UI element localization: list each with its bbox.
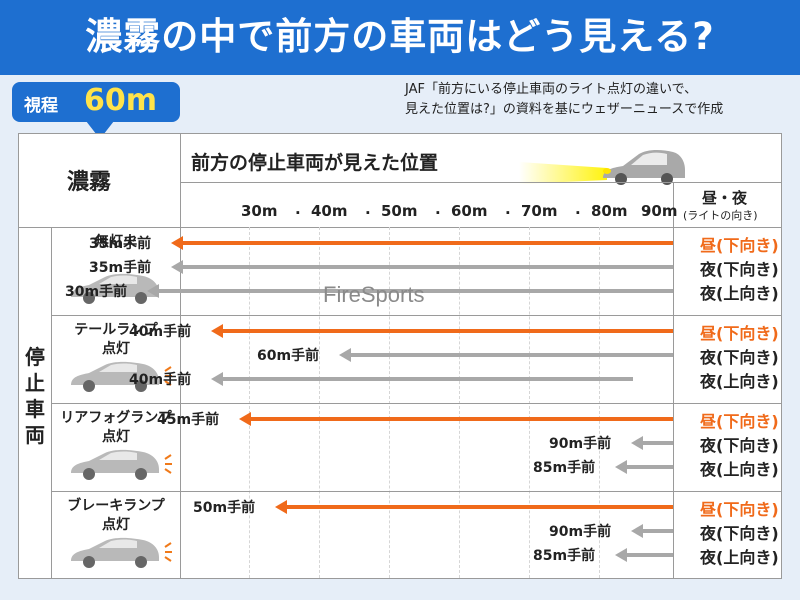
direction-label: 昼(下向き) — [700, 412, 779, 431]
arrow-head — [239, 412, 251, 426]
x-tick-label: 90m — [641, 202, 678, 220]
comparison-table: 濃霧 前方の停止車両が見えた位置 昼・夜 (ライトの向き) 停止車両 30m. 4… — [18, 133, 782, 579]
arrow-head — [147, 284, 159, 298]
arrow-head — [275, 500, 287, 514]
direction-label: 昼(下向き) — [700, 236, 779, 255]
visibility-label: 視程 — [24, 96, 58, 116]
group-label-line: テールランプ — [74, 322, 158, 338]
visibility-value: 60m — [84, 83, 158, 118]
arrow-head — [211, 372, 223, 386]
corner-label: 濃霧 — [67, 170, 112, 195]
group-label: 無灯火 — [57, 233, 175, 252]
car-brake-lamp-icon — [71, 537, 172, 568]
direction-label: 夜(上向き) — [700, 548, 779, 567]
direction-label: 夜(下向き) — [700, 260, 779, 279]
title-banner — [0, 0, 800, 75]
group-divider — [51, 403, 781, 404]
direction-label: 昼(下向き) — [700, 500, 779, 519]
header-car-icon — [519, 149, 685, 185]
car-rear-fog-lamp-icon — [71, 449, 172, 480]
tick-separator: . — [575, 200, 581, 218]
source-note-line-1: JAF「前方にいる停止車両のライト点灯の違いで、 — [405, 82, 698, 97]
x-tick-label: 70m — [521, 202, 558, 220]
arrow-label: 85m手前 — [533, 548, 596, 564]
direction-header: 昼・夜 — [702, 189, 748, 207]
group-label: リアフォグランプ 点灯 — [57, 409, 175, 447]
arrow-label: 40m手前 — [129, 372, 192, 388]
car-tail-lamp-icon — [71, 361, 172, 392]
arrow-label: 90m手前 — [549, 524, 612, 540]
arrow-label: 90m手前 — [549, 436, 612, 452]
arrow-label: 50m手前 — [193, 500, 256, 516]
grid-line — [319, 227, 320, 578]
source-note-line-2: 見えた位置は?」の資料を基にウェザーニュースで作成 — [405, 102, 724, 117]
direction-label: 夜(下向き) — [700, 524, 779, 543]
x-tick-label: 30m — [241, 202, 278, 220]
group-divider — [51, 491, 781, 492]
group-label-line: 点灯 — [102, 341, 130, 357]
page-title: 濃霧の中で前方の車両はどう見える? — [85, 15, 715, 58]
x-tick-label: 80m — [591, 202, 628, 220]
arrow-head — [631, 436, 643, 450]
group-label-line: リアフォグランプ — [60, 410, 172, 426]
group-label-line: 点灯 — [102, 517, 130, 533]
tick-separator: . — [505, 200, 511, 218]
grid-line — [599, 227, 600, 578]
arrow-label: 45m手前 — [157, 412, 220, 428]
arrow-layer — [71, 236, 673, 568]
tick-separator: . — [365, 200, 371, 218]
direction-subheader: (ライトの向き) — [683, 209, 758, 222]
arrow-label: 35m手前 — [89, 260, 152, 276]
side-label-border — [51, 227, 52, 578]
direction-label: 夜(上向き) — [700, 284, 779, 303]
arrow-label: 35m手前 — [89, 236, 152, 252]
direction-label: 夜(上向き) — [700, 460, 779, 479]
group-divider — [51, 315, 781, 316]
arrow-head — [631, 524, 643, 538]
watermark: FireSports — [323, 282, 425, 307]
group-label: テールランプ 点灯 — [57, 321, 175, 359]
side-label: 停止車両 — [25, 345, 45, 447]
arrow-label: 60m手前 — [257, 348, 320, 364]
grid-line — [389, 227, 390, 578]
tick-separator: . — [295, 200, 301, 218]
grid-line — [249, 227, 250, 578]
x-tick-label: 50m — [381, 202, 418, 220]
chart-header: 前方の停止車両が見えた位置 — [191, 152, 439, 174]
arrow-head — [339, 348, 351, 362]
direction-column-border — [673, 182, 674, 578]
source-note: JAF「前方にいる停止車両のライト点灯の違いで、 見えた位置は?」の資料を基にウ… — [405, 80, 795, 120]
arrow-head — [171, 236, 183, 250]
tick-separator: . — [645, 200, 651, 218]
car-icon — [71, 273, 159, 304]
arrow-label: 30m手前 — [65, 284, 128, 300]
group-label: ブレーキランプ 点灯 — [57, 497, 175, 535]
arrow-head — [615, 460, 627, 474]
group-label-line: 無灯火 — [95, 234, 137, 250]
x-tick-label: 40m — [311, 202, 348, 220]
arrow-head — [615, 548, 627, 562]
direction-label: 夜(下向き) — [700, 348, 779, 367]
visibility-badge: 視程 60m — [12, 82, 180, 122]
group-label-line: ブレーキランプ — [67, 498, 165, 514]
arrow-label: 40m手前 — [129, 324, 192, 340]
x-tick-label: 60m — [451, 202, 488, 220]
group-label-line: 点灯 — [102, 429, 130, 445]
arrow-head — [211, 324, 223, 338]
header-divider — [180, 182, 781, 183]
header-bottom-border — [19, 227, 781, 228]
direction-label: 夜(下向き) — [700, 436, 779, 455]
grid-line — [459, 227, 460, 578]
direction-label: 昼(下向き) — [700, 324, 779, 343]
arrow-head — [171, 260, 183, 274]
label-column-border — [180, 134, 181, 578]
grid-line — [529, 227, 530, 578]
tick-separator: . — [435, 200, 441, 218]
arrow-label: 85m手前 — [533, 460, 596, 476]
direction-label: 夜(上向き) — [700, 372, 779, 391]
